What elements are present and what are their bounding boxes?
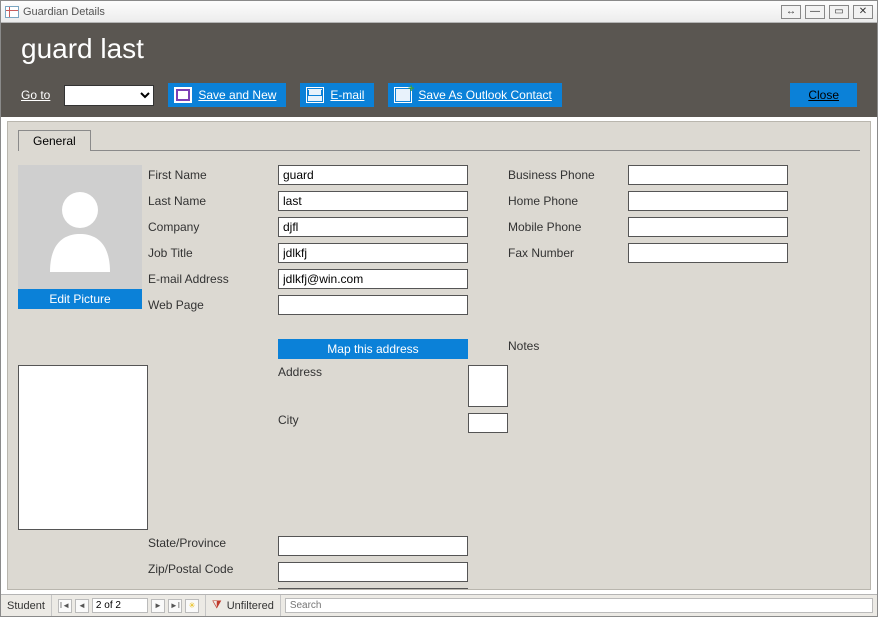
minimize-button[interactable]: —: [805, 5, 825, 19]
contact-icon: [394, 87, 412, 103]
filter-icon: ⧩: [212, 599, 222, 612]
mail-icon: [306, 87, 324, 103]
company-input[interactable]: [278, 217, 468, 237]
country-input[interactable]: [278, 588, 468, 590]
goto-label: Go to: [21, 88, 50, 102]
label-city: City: [278, 413, 468, 427]
last-name-input[interactable]: [278, 191, 468, 211]
tab-general[interactable]: General: [18, 130, 91, 151]
address-input[interactable]: [468, 365, 508, 407]
filter-status[interactable]: ⧩ Unfiltered: [206, 595, 281, 616]
record-number-input[interactable]: [92, 598, 148, 613]
maximize-button[interactable]: ▭: [829, 5, 849, 19]
label-home-phone: Home Phone: [508, 194, 628, 208]
search-input[interactable]: [285, 598, 873, 613]
home-phone-input[interactable]: [628, 191, 788, 211]
avatar: [18, 165, 142, 289]
form-header: guard last: [1, 23, 877, 77]
label-country: Country/Region: [148, 588, 278, 590]
save-icon: [174, 87, 192, 103]
nav-new-button[interactable]: ✳: [185, 599, 199, 613]
nav-last-button[interactable]: ►I: [168, 599, 182, 613]
label-address: Address: [278, 365, 468, 379]
status-bar: Student I◄ ◄ ► ►I ✳ ⧩ Unfiltered: [1, 594, 877, 616]
label-email: E-mail Address: [148, 272, 278, 286]
label-web-page: Web Page: [148, 298, 278, 312]
notes-input[interactable]: [18, 365, 148, 530]
window-titlebar: Guardian Details ↔ — ▭ ✕: [1, 1, 877, 23]
city-input[interactable]: [468, 413, 508, 433]
record-source-label: Student: [1, 595, 52, 616]
mobile-phone-input[interactable]: [628, 217, 788, 237]
edit-picture-button[interactable]: Edit Picture: [18, 289, 142, 309]
business-phone-input[interactable]: [628, 165, 788, 185]
job-title-input[interactable]: [278, 243, 468, 263]
label-notes: Notes: [508, 339, 808, 353]
nav-next-button[interactable]: ►: [151, 599, 165, 613]
close-button[interactable]: Close: [790, 83, 857, 107]
filter-label: Unfiltered: [227, 600, 274, 612]
label-last-name: Last Name: [148, 194, 278, 208]
email-input[interactable]: [278, 269, 468, 289]
page-title: guard last: [21, 33, 857, 65]
email-label: E-mail: [330, 88, 364, 102]
goto-select[interactable]: [64, 85, 154, 106]
fax-input[interactable]: [628, 243, 788, 263]
map-address-button[interactable]: Map this address: [278, 339, 468, 359]
action-toolbar: Go to Save and New E-mail Save As Outloo…: [1, 77, 877, 117]
resize-icon[interactable]: ↔: [781, 5, 801, 19]
label-business-phone: Business Phone: [508, 168, 628, 182]
person-icon: [40, 182, 120, 272]
state-input[interactable]: [278, 536, 468, 556]
email-button[interactable]: E-mail: [300, 83, 374, 107]
first-name-input[interactable]: [278, 165, 468, 185]
close-window-button[interactable]: ✕: [853, 5, 873, 19]
label-state: State/Province: [148, 536, 278, 550]
label-mobile-phone: Mobile Phone: [508, 220, 628, 234]
label-job-title: Job Title: [148, 246, 278, 260]
window-title: Guardian Details: [23, 6, 105, 18]
zip-input[interactable]: [278, 562, 468, 582]
guardian-details-window: Guardian Details ↔ — ▭ ✕ guard last Go t…: [0, 0, 878, 617]
save-and-new-button[interactable]: Save and New: [168, 83, 286, 107]
label-company: Company: [148, 220, 278, 234]
form-icon: [5, 6, 19, 18]
save-and-new-label: Save and New: [198, 88, 276, 102]
label-fax: Fax Number: [508, 246, 628, 260]
save-outlook-button[interactable]: Save As Outlook Contact: [388, 83, 561, 107]
close-label: Close: [808, 88, 839, 102]
form-area: General Edit Picture First Name Business…: [7, 121, 871, 590]
label-zip: Zip/Postal Code: [148, 562, 278, 576]
nav-prev-button[interactable]: ◄: [75, 599, 89, 613]
label-first-name: First Name: [148, 168, 278, 182]
save-outlook-label: Save As Outlook Contact: [418, 88, 551, 102]
web-page-input[interactable]: [278, 295, 468, 315]
nav-first-button[interactable]: I◄: [58, 599, 72, 613]
